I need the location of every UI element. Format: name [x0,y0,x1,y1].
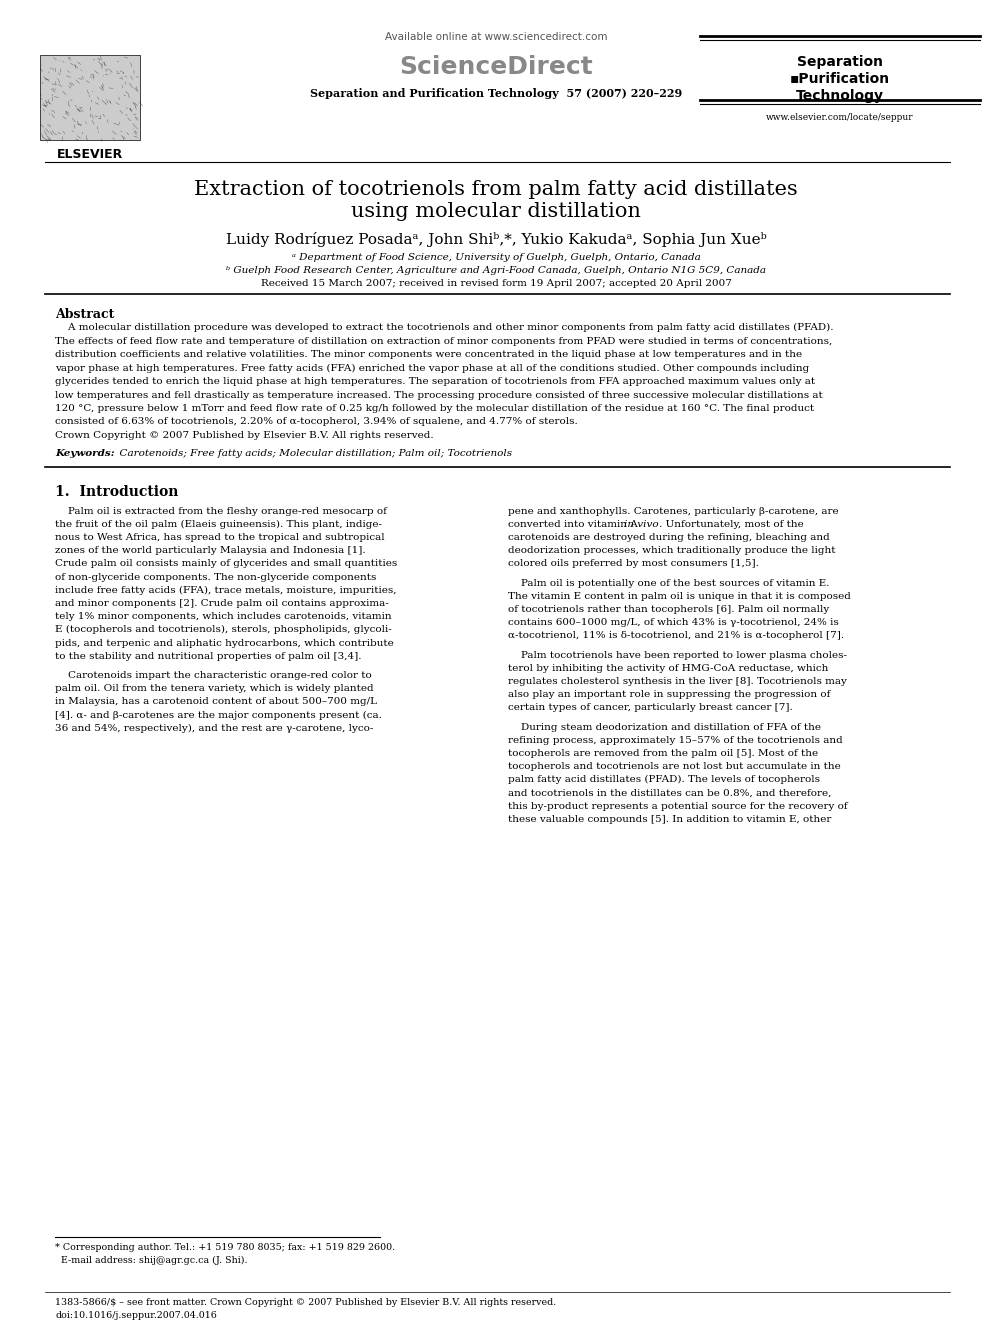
Text: Palm tocotrienols have been reported to lower plasma choles-: Palm tocotrienols have been reported to … [508,651,847,659]
Text: www.elsevier.com/locate/seppur: www.elsevier.com/locate/seppur [766,112,914,122]
Text: ▪Purification: ▪Purification [790,71,890,86]
Text: Received 15 March 2007; received in revised form 19 April 2007; accepted 20 Apri: Received 15 March 2007; received in revi… [261,279,731,288]
Text: A molecular distillation procedure was developed to extract the tocotrienols and: A molecular distillation procedure was d… [55,323,833,332]
Text: glycerides tended to enrich the liquid phase at high temperatures. The separatio: glycerides tended to enrich the liquid p… [55,377,815,386]
Text: refining process, approximately 15–57% of the tocotrienols and: refining process, approximately 15–57% o… [508,736,843,745]
Text: consisted of 6.63% of tocotrienols, 2.20% of α-tocopherol, 3.94% of squalene, an: consisted of 6.63% of tocotrienols, 2.20… [55,418,577,426]
Text: also play an important role in suppressing the progression of: also play an important role in suppressi… [508,691,830,699]
Text: converted into vitamin A: converted into vitamin A [508,520,641,529]
Text: this by-product represents a potential source for the recovery of: this by-product represents a potential s… [508,802,847,811]
Text: Crude palm oil consists mainly of glycerides and small quantities: Crude palm oil consists mainly of glycer… [55,560,397,569]
Text: of non-glyceride components. The non-glyceride components: of non-glyceride components. The non-gly… [55,573,376,582]
Text: of tocotrienols rather than tocopherols [6]. Palm oil normally: of tocotrienols rather than tocopherols … [508,605,829,614]
Text: these valuable compounds [5]. In addition to vitamin E, other: these valuable compounds [5]. In additio… [508,815,831,824]
Text: pene and xanthophylls. Carotenes, particularly β-carotene, are: pene and xanthophylls. Carotenes, partic… [508,507,838,516]
Text: the fruit of the oil palm (Elaeis guineensis). This plant, indige-: the fruit of the oil palm (Elaeis guinee… [55,520,382,529]
Text: During steam deodorization and distillation of FFA of the: During steam deodorization and distillat… [508,722,821,732]
Text: in Malaysia, has a carotenoid content of about 500–700 mg/L: in Malaysia, has a carotenoid content of… [55,697,377,706]
Text: Crown Copyright © 2007 Published by Elsevier B.V. All rights reserved.: Crown Copyright © 2007 Published by Else… [55,431,434,441]
Text: doi:10.1016/j.seppur.2007.04.016: doi:10.1016/j.seppur.2007.04.016 [55,1311,217,1320]
Text: 36 and 54%, respectively), and the rest are γ-carotene, lyco-: 36 and 54%, respectively), and the rest … [55,724,373,733]
Text: include free fatty acids (FFA), trace metals, moisture, impurities,: include free fatty acids (FFA), trace me… [55,586,397,595]
Text: Carotenoids; Free fatty acids; Molecular distillation; Palm oil; Tocotrienols: Carotenoids; Free fatty acids; Molecular… [113,448,512,458]
Text: and tocotrienols in the distillates can be 0.8%, and therefore,: and tocotrienols in the distillates can … [508,789,831,798]
Text: The effects of feed flow rate and temperature of distillation on extraction of m: The effects of feed flow rate and temper… [55,336,832,345]
Text: deodorization processes, which traditionally produce the light: deodorization processes, which tradition… [508,546,835,556]
Text: certain types of cancer, particularly breast cancer [7].: certain types of cancer, particularly br… [508,704,793,712]
Text: Luidy Rodríguez Posadaᵃ, John Shiᵇ,*, Yukio Kakudaᵃ, Sophia Jun Xueᵇ: Luidy Rodríguez Posadaᵃ, John Shiᵇ,*, Yu… [225,232,767,247]
FancyBboxPatch shape [40,56,140,140]
Text: Separation and Purification Technology  57 (2007) 220–229: Separation and Purification Technology 5… [310,89,682,99]
Text: ELSEVIER: ELSEVIER [57,148,123,161]
Text: zones of the world particularly Malaysia and Indonesia [1].: zones of the world particularly Malaysia… [55,546,366,556]
Text: The vitamin E content in palm oil is unique in that it is composed: The vitamin E content in palm oil is uni… [508,591,851,601]
Text: and minor components [2]. Crude palm oil contains approxima-: and minor components [2]. Crude palm oil… [55,599,389,607]
Text: pids, and terpenic and aliphatic hydrocarbons, which contribute: pids, and terpenic and aliphatic hydroca… [55,639,394,647]
Text: palm fatty acid distillates (PFAD). The levels of tocopherols: palm fatty acid distillates (PFAD). The … [508,775,820,785]
Text: Available online at www.sciencedirect.com: Available online at www.sciencedirect.co… [385,32,607,42]
Text: . Unfortunately, most of the: . Unfortunately, most of the [659,520,804,529]
Text: Palm oil is extracted from the fleshy orange-red mesocarp of: Palm oil is extracted from the fleshy or… [55,507,387,516]
Text: distribution coefficients and relative volatilities. The minor components were c: distribution coefficients and relative v… [55,351,803,359]
Text: terol by inhibiting the activity of HMG-CoA reductase, which: terol by inhibiting the activity of HMG-… [508,664,828,672]
Text: 120 °C, pressure below 1 mTorr and feed flow rate of 0.25 kg/h followed by the m: 120 °C, pressure below 1 mTorr and feed … [55,404,814,413]
Text: Keywords:: Keywords: [55,448,115,458]
Text: ᵃ Department of Food Science, University of Guelph, Guelph, Ontario, Canada: ᵃ Department of Food Science, University… [292,253,700,262]
Text: nous to West Africa, has spread to the tropical and subtropical: nous to West Africa, has spread to the t… [55,533,385,542]
Text: vapor phase at high temperatures. Free fatty acids (FFA) enriched the vapor phas: vapor phase at high temperatures. Free f… [55,364,809,373]
Text: 1383-5866/$ – see front matter. Crown Copyright © 2007 Published by Elsevier B.V: 1383-5866/$ – see front matter. Crown Co… [55,1298,557,1307]
Text: Extraction of tocotrienols from palm fatty acid distillates: Extraction of tocotrienols from palm fat… [194,180,798,198]
Text: Palm oil is potentially one of the best sources of vitamin E.: Palm oil is potentially one of the best … [508,578,829,587]
Text: tely 1% minor components, which includes carotenoids, vitamin: tely 1% minor components, which includes… [55,613,392,620]
Text: * Corresponding author. Tel.: +1 519 780 8035; fax: +1 519 829 2600.: * Corresponding author. Tel.: +1 519 780… [55,1244,395,1252]
Text: to the stability and nutritional properties of palm oil [3,4].: to the stability and nutritional propert… [55,652,361,660]
Text: ScienceDirect: ScienceDirect [399,56,593,79]
Text: regulates cholesterol synthesis in the liver [8]. Tocotrienols may: regulates cholesterol synthesis in the l… [508,677,847,685]
Text: tocopherols are removed from the palm oil [5]. Most of the: tocopherols are removed from the palm oi… [508,749,818,758]
Text: tocopherols and tocotrienols are not lost but accumulate in the: tocopherols and tocotrienols are not los… [508,762,841,771]
Text: colored oils preferred by most consumers [1,5].: colored oils preferred by most consumers… [508,560,759,569]
Text: Abstract: Abstract [55,308,114,321]
Text: Separation: Separation [797,56,883,69]
Text: Carotenoids impart the characteristic orange-red color to: Carotenoids impart the characteristic or… [55,671,372,680]
Text: carotenoids are destroyed during the refining, bleaching and: carotenoids are destroyed during the ref… [508,533,829,542]
Text: in vivo: in vivo [624,520,659,529]
Text: α-tocotrienol, 11% is δ-tocotrienol, and 21% is α-tocopherol [7].: α-tocotrienol, 11% is δ-tocotrienol, and… [508,631,844,640]
Text: Technology: Technology [796,89,884,103]
Text: using molecular distillation: using molecular distillation [351,202,641,221]
Text: 1.  Introduction: 1. Introduction [55,484,179,499]
Text: low temperatures and fell drastically as temperature increased. The processing p: low temperatures and fell drastically as… [55,390,822,400]
Text: [4]. α- and β-carotenes are the major components present (ca.: [4]. α- and β-carotenes are the major co… [55,710,382,720]
Text: ᵇ Guelph Food Research Center, Agriculture and Agri-Food Canada, Guelph, Ontario: ᵇ Guelph Food Research Center, Agricultu… [226,266,766,275]
Text: E (tocopherols and tocotrienols), sterols, phospholipids, glycoli-: E (tocopherols and tocotrienols), sterol… [55,626,392,635]
Text: palm oil. Oil from the tenera variety, which is widely planted: palm oil. Oil from the tenera variety, w… [55,684,374,693]
Text: contains 600–1000 mg/L, of which 43% is γ-tocotrienol, 24% is: contains 600–1000 mg/L, of which 43% is … [508,618,839,627]
Text: E-mail address: shij@agr.gc.ca (J. Shi).: E-mail address: shij@agr.gc.ca (J. Shi). [55,1256,247,1265]
